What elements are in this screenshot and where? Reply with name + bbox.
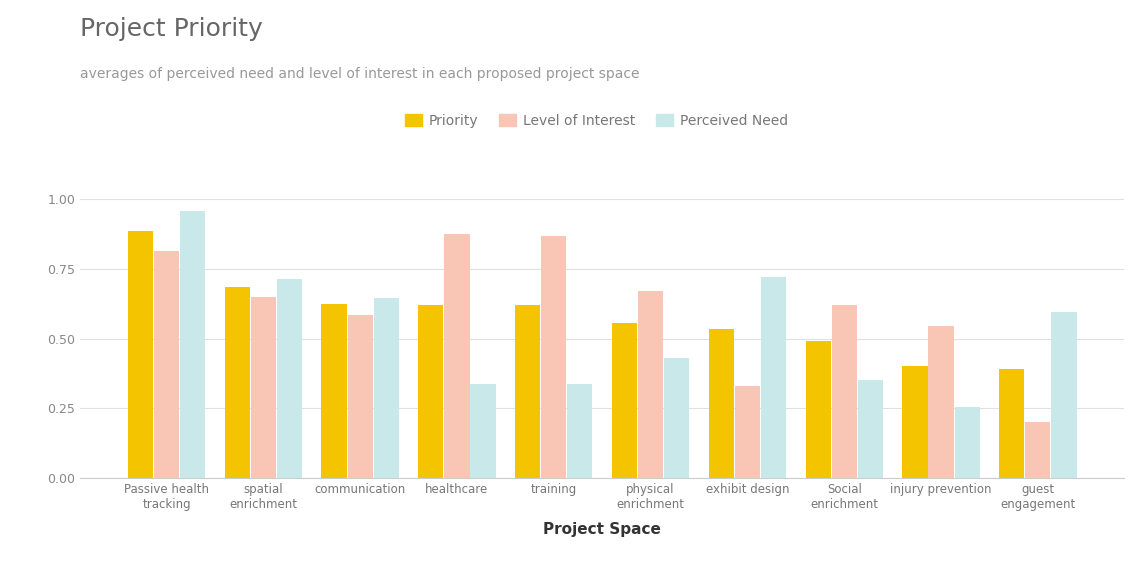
Bar [225, 287, 250, 478]
Bar [858, 380, 883, 478]
Bar [805, 341, 830, 478]
Bar [541, 235, 567, 478]
Bar [348, 315, 373, 478]
Bar [999, 369, 1024, 478]
Text: averages of perceived need and level of interest in each proposed project space: averages of perceived need and level of … [80, 67, 640, 81]
Bar [180, 211, 205, 478]
Text: Project Priority: Project Priority [80, 17, 263, 41]
Bar [321, 303, 346, 478]
Bar [903, 366, 928, 478]
Bar [127, 232, 153, 478]
Bar [444, 234, 469, 478]
Bar [709, 329, 734, 478]
Bar [154, 251, 179, 478]
Bar [470, 384, 496, 478]
Bar [928, 326, 953, 478]
Bar [568, 384, 593, 478]
Bar [735, 386, 760, 478]
Bar [251, 297, 276, 478]
Bar [638, 291, 663, 478]
Bar [832, 305, 857, 478]
Bar [1025, 422, 1051, 478]
Bar [954, 407, 980, 478]
Bar [664, 358, 689, 478]
Legend: Priority, Level of Interest, Perceived Need: Priority, Level of Interest, Perceived N… [399, 108, 794, 133]
X-axis label: Project Space: Project Space [544, 522, 661, 537]
Bar [374, 298, 399, 478]
Bar [611, 323, 637, 478]
Bar [515, 305, 540, 478]
Bar [419, 305, 444, 478]
Bar [1052, 312, 1077, 478]
Bar [276, 279, 302, 478]
Bar [760, 277, 786, 478]
